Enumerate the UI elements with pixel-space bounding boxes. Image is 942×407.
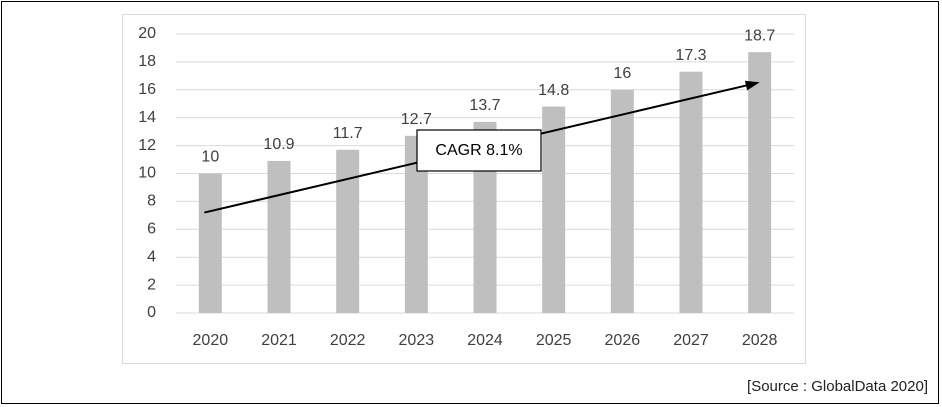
data-label: 16 [613, 65, 631, 82]
y-tick-label: 12 [138, 137, 156, 154]
data-label: 14.8 [538, 82, 569, 99]
y-tick-label: 20 [138, 25, 156, 42]
y-tick-label: 14 [138, 109, 156, 126]
bar-2027 [679, 71, 703, 313]
y-tick-label: 8 [147, 193, 156, 210]
source-note: [Source : GlobalData 2020] [747, 378, 928, 395]
data-labels: 10 10.9 11.7 12.7 13.7 14.8 16 17.3 18.7 [201, 27, 775, 165]
bar-2028 [748, 52, 772, 313]
bar-2025 [542, 106, 566, 313]
x-tick-label: 2021 [261, 332, 297, 349]
x-tick-label: 2027 [673, 332, 709, 349]
bar-2020 [198, 173, 222, 313]
cagr-label: CAGR 8.1% [435, 142, 522, 159]
x-tick-label: 2022 [330, 332, 366, 349]
bar-2022 [336, 149, 360, 313]
y-tick-label: 4 [147, 248, 156, 265]
bar-2026 [610, 89, 634, 313]
x-tick-label: 2020 [193, 332, 229, 349]
data-label: 12.7 [401, 111, 432, 128]
data-label: 11.7 [333, 125, 363, 142]
y-tick-label: 18 [138, 53, 156, 70]
data-label: 10 [201, 149, 219, 166]
y-tick-label: 16 [138, 81, 156, 98]
bar-2021 [267, 160, 291, 313]
bar-2023 [404, 135, 428, 313]
x-tick-label: 2028 [742, 332, 778, 349]
data-label: 18.7 [744, 27, 775, 44]
y-tick-label: 2 [147, 276, 156, 293]
y-tick-label: 0 [147, 304, 156, 321]
y-tick-label: 6 [147, 221, 156, 238]
x-tick-label: 2024 [467, 332, 503, 349]
data-label: 10.9 [263, 136, 294, 153]
x-axis-tick-labels: 2020 2021 2022 2023 2024 2025 2026 2027 2028 [193, 332, 778, 349]
y-tick-label: 10 [138, 165, 156, 182]
x-tick-label: 2025 [536, 332, 572, 349]
cagr-annotation: CAGR 8.1% [204, 80, 760, 214]
cagr-box [416, 129, 542, 172]
x-tick-label: 2026 [605, 332, 641, 349]
x-tick-label: 2023 [399, 332, 435, 349]
data-label: 13.7 [469, 97, 500, 114]
y-axis-tick-labels: 0 2 4 6 8 10 12 14 16 18 20 [138, 25, 156, 321]
bars [198, 52, 772, 313]
data-label: 17.3 [675, 47, 706, 64]
